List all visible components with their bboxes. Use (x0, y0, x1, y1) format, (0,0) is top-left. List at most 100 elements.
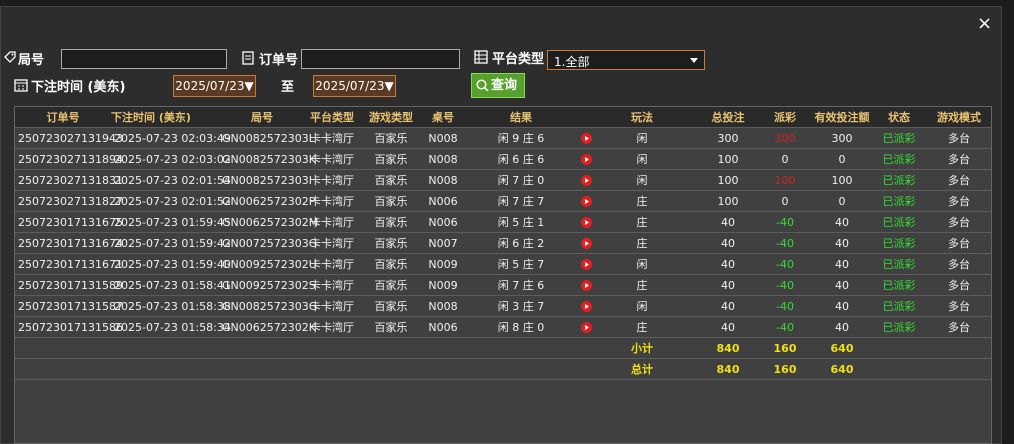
cell: 已派彩 (882, 153, 916, 166)
cell: 多台 (948, 153, 970, 166)
cell: 闲 (636, 153, 648, 166)
cell: 卡卡湾厅 (310, 321, 354, 334)
platform-select[interactable]: 1.全部 (547, 50, 705, 70)
cell: 多台 (948, 321, 970, 334)
cell: GN0082572303L (222, 132, 315, 145)
cell: GN0092572302U (222, 258, 317, 271)
cell: 100 (774, 174, 796, 187)
cell: N008 (428, 132, 458, 145)
round-label: 局号 (18, 53, 45, 68)
close-button[interactable]: × (977, 13, 993, 34)
cell: 300 (831, 132, 853, 145)
column-header: 桌号 (432, 111, 454, 124)
cell: 闲 5 庄 1 (497, 216, 545, 229)
video-icon[interactable] (581, 259, 592, 270)
cell: GN0062572302M (222, 216, 319, 229)
cell: 100 (831, 174, 853, 187)
cell: 2025-07-23 02:03:02 (114, 153, 231, 166)
cell: N006 (428, 195, 458, 208)
cell: 卡卡湾厅 (310, 237, 354, 250)
cell: 闲 (636, 300, 648, 313)
video-icon[interactable] (581, 280, 592, 291)
cell: 40 (835, 258, 849, 271)
summary-label: 总计 (631, 363, 653, 376)
video-icon[interactable] (581, 301, 592, 312)
video-icon[interactable] (581, 322, 592, 333)
query-button[interactable]: 查询 (471, 73, 525, 98)
column-header: 状态 (888, 111, 910, 124)
cell: 百家乐 (374, 174, 408, 187)
table-row (15, 275, 991, 296)
cell: 0 (838, 195, 846, 208)
column-header: 游戏模式 (937, 111, 981, 124)
cell: 庄 (636, 321, 648, 334)
order-input[interactable] (301, 49, 460, 69)
cell: 百家乐 (374, 132, 408, 145)
video-icon[interactable] (581, 238, 592, 249)
column-header: 玩法 (631, 111, 653, 124)
summary-row (15, 359, 991, 380)
video-icon[interactable] (581, 217, 592, 228)
cell: 2025-07-23 02:01:52 (114, 195, 231, 208)
cell: 闲 7 庄 6 (497, 279, 545, 292)
cell: 已派彩 (882, 321, 916, 334)
cell: 卡卡湾厅 (310, 279, 354, 292)
cell: 40 (721, 321, 735, 334)
cell: 0 (781, 195, 789, 208)
table-row (15, 317, 991, 338)
summary-value: 840 (716, 363, 740, 376)
cell: 已派彩 (882, 279, 916, 292)
cell: 多台 (948, 174, 970, 187)
cell: 40 (721, 258, 735, 271)
cell: 已派彩 (882, 132, 916, 145)
clipboard-icon (242, 51, 254, 65)
cell: 庄 (636, 237, 648, 250)
cell: 300 (717, 132, 739, 145)
bet-table: 订单号 下注时间 (美东) 局号 平台类型 游戏类型 桌号 结果 玩法 总投注 派彩 有效投注额 状态… (14, 106, 992, 444)
column-header: 平台类型 (310, 111, 354, 124)
cell: 庄 (636, 216, 648, 229)
cell: 2025-07-23 01:58:38 (114, 300, 231, 313)
cell: 闲 7 庄 7 (497, 195, 545, 208)
cell: -40 (776, 216, 794, 229)
cell: 250723017131674 (18, 237, 123, 250)
cell: GN0092572302S (222, 279, 316, 292)
cell: 多台 (948, 132, 970, 145)
column-header: 订单号 (46, 111, 80, 124)
cell: GN0062572302P (222, 195, 316, 208)
cell: 多台 (948, 258, 970, 271)
cell: 0 (838, 153, 846, 166)
cell: 100 (717, 174, 739, 187)
summary-value: 640 (830, 363, 854, 376)
date-from[interactable]: 2025/07/23▼ (173, 75, 256, 97)
column-header: 局号 (251, 111, 273, 124)
cell: 闲 6 庄 2 (497, 237, 545, 250)
summary-row (15, 338, 991, 359)
video-icon[interactable] (581, 196, 592, 207)
cell: 250723017131589 (18, 279, 123, 292)
cell: 百家乐 (374, 258, 408, 271)
cell: 250723027131943 (18, 132, 123, 145)
cell: 百家乐 (374, 216, 408, 229)
cell: 多台 (948, 300, 970, 313)
cell: 已派彩 (882, 174, 916, 187)
round-input[interactable] (61, 49, 227, 69)
cell: 卡卡湾厅 (310, 174, 354, 187)
cell: -40 (776, 279, 794, 292)
summary-value: 160 (773, 363, 797, 376)
cell: N008 (428, 174, 458, 187)
table-row (15, 170, 991, 191)
video-icon[interactable] (581, 175, 592, 186)
cell: 2025-07-23 01:59:45 (114, 216, 231, 229)
cell: 多台 (948, 237, 970, 250)
video-icon[interactable] (581, 154, 592, 165)
date-to[interactable]: 2025/07/23▼ (313, 75, 396, 97)
cell: 百家乐 (374, 300, 408, 313)
cell: 40 (721, 237, 735, 250)
cell: 百家乐 (374, 153, 408, 166)
cell: 250723017131671 (18, 258, 123, 271)
video-icon[interactable] (581, 133, 592, 144)
table-row (15, 128, 991, 149)
header-row (15, 107, 991, 128)
